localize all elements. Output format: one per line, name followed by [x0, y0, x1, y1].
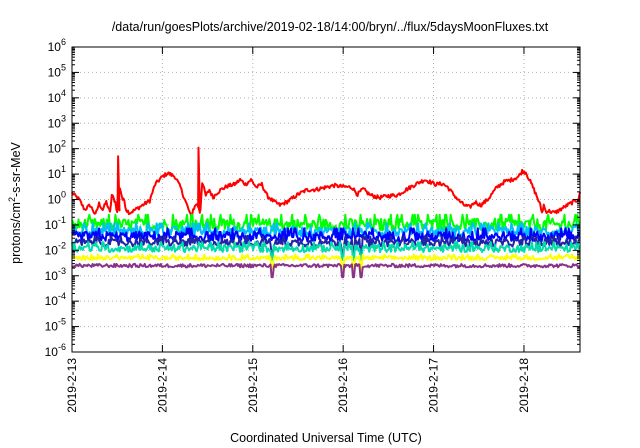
- y-axis-label: protons/cm2-s-sr-MeV: [7, 141, 23, 263]
- series-line-6: [71, 253, 580, 271]
- y-axis-ticks: 106 105 104 103 102 101 100 10-1 10-2 10-3 10-4 10-…: [45, 37, 580, 359]
- x-tick-label: 2019-2-18: [517, 358, 531, 413]
- data-series: [71, 146, 581, 279]
- y-tick-label: 106: [48, 37, 66, 54]
- chart-title: /data/run/goesPlots/archive/2019-02-18/1…: [112, 20, 549, 34]
- series-line-0: [71, 146, 581, 218]
- y-tick-label: 101: [48, 164, 66, 181]
- y-tick-label: 104: [48, 88, 66, 105]
- x-axis-ticks: 2019-2-13 2019-2-14 2019-2-15 2019-2-16 2019…: [65, 47, 531, 413]
- y-tick-label: 105: [48, 62, 66, 79]
- series-line-7: [71, 262, 581, 279]
- series-line-5: [71, 241, 581, 261]
- y-tick-label: 10-4: [45, 291, 66, 308]
- y-tick-label: 100: [48, 190, 66, 207]
- y-tick-label: 10-3: [45, 266, 66, 283]
- x-tick-label: 2019-2-17: [427, 358, 441, 413]
- y-tick-label: 102: [48, 139, 66, 156]
- y-tick-label: 103: [48, 113, 66, 130]
- x-tick-label: 2019-2-15: [246, 358, 260, 413]
- x-tick-label: 2019-2-13: [65, 358, 79, 413]
- y-tick-label: 10-6: [45, 342, 66, 359]
- x-axis-label: Coordinated Universal Time (UTC): [230, 431, 422, 445]
- series-line-2: [71, 222, 581, 238]
- x-tick-label: 2019-2-14: [155, 358, 169, 413]
- x-tick-label: 2019-2-16: [336, 358, 350, 413]
- y-tick-label: 10-5: [45, 317, 66, 334]
- y-tick-label: 10-2: [45, 240, 66, 257]
- y-tick-label: 10-1: [45, 215, 66, 232]
